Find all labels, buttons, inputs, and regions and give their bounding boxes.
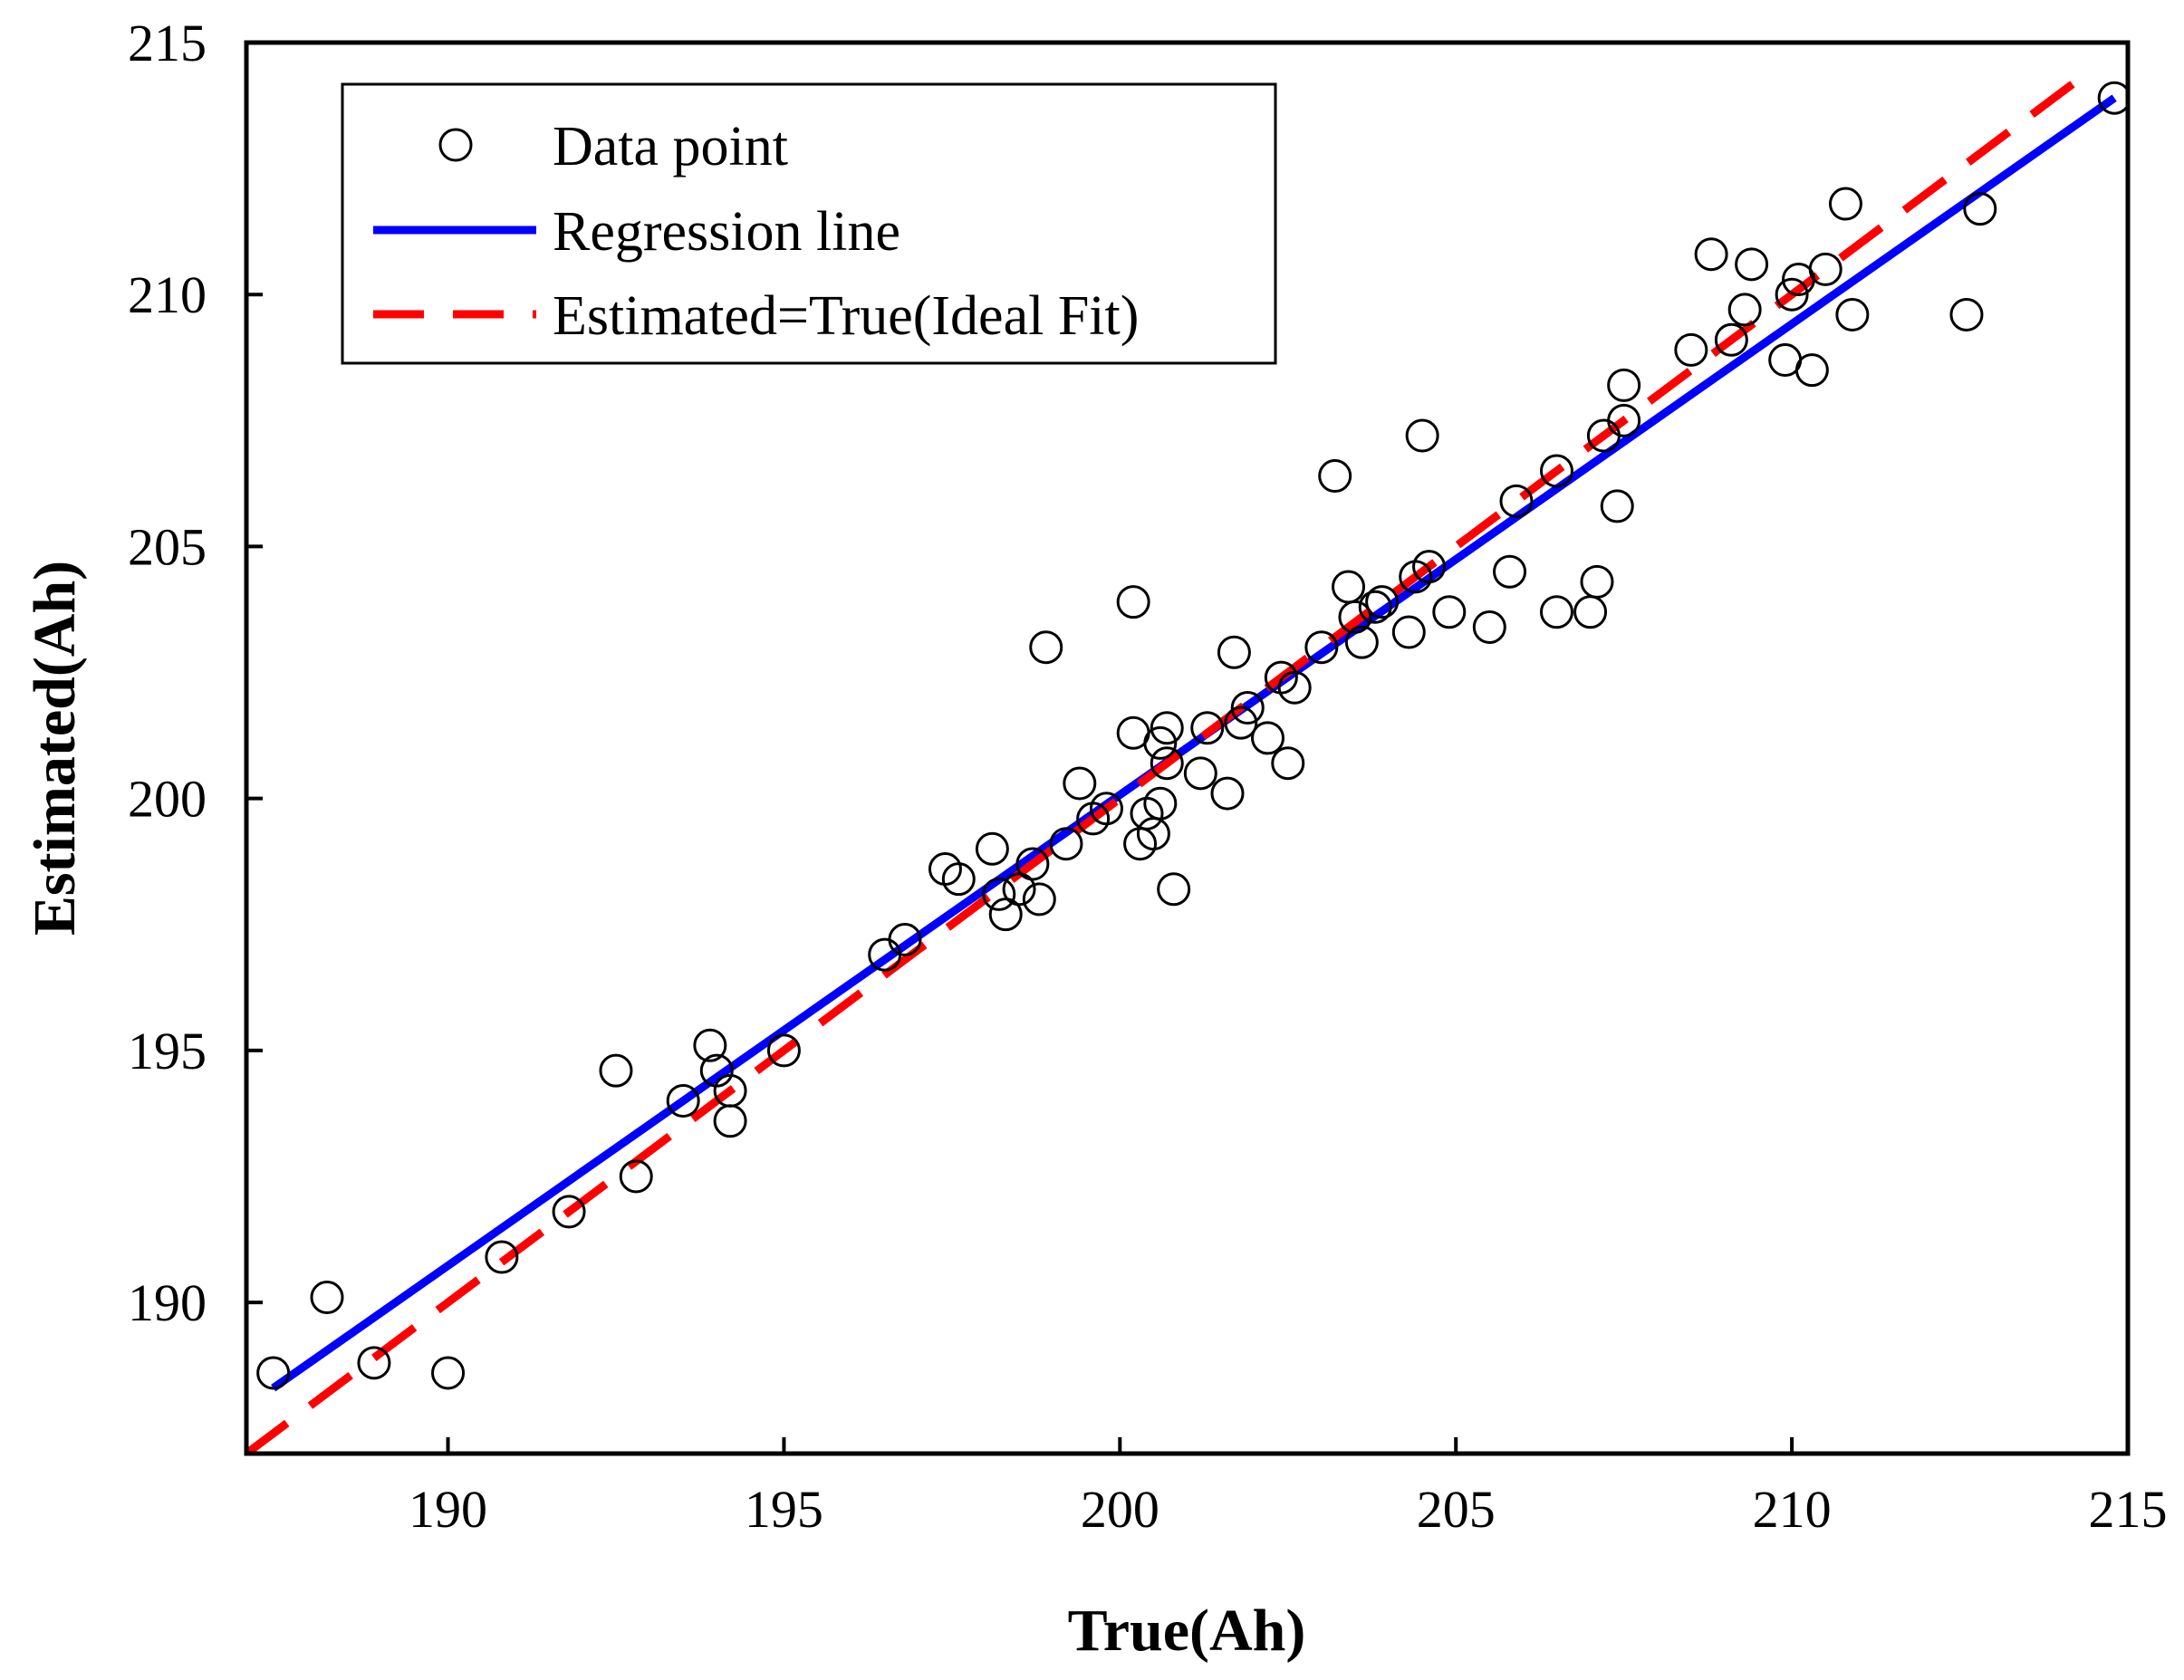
data-point [1472,610,1506,644]
data-point [599,1053,633,1088]
data-point [1539,595,1573,629]
data-point [982,877,1016,911]
data-point [1022,882,1056,917]
data-point [1271,746,1305,781]
data-point [1391,615,1426,649]
data-point [552,1195,586,1229]
data-point [1432,595,1467,629]
data-point [713,1104,747,1138]
data-point [1694,237,1728,272]
data-point [1674,332,1708,367]
y-axis-title: Estimated(Ah) [22,561,88,936]
x-tick-label: 205 [1417,1480,1496,1539]
data-point [941,862,976,897]
data-point [1143,786,1178,821]
y-tick-label: 205 [128,517,207,576]
data-point [1949,297,1984,331]
x-axis-title: True(Ah) [1068,1598,1306,1664]
data-point [1835,297,1870,331]
data-point [1539,454,1573,488]
data-point [1794,353,1829,388]
data-point [1089,792,1123,826]
data-point [1412,550,1447,584]
plot-frame [244,40,2131,1456]
data-point [485,1240,519,1274]
data-point [1190,711,1225,745]
data-point [1063,766,1097,801]
legend-marker-data-point [438,128,473,162]
legend-label-regression: Regression line [553,201,900,263]
data-point [1607,368,1641,402]
data-point [1150,711,1184,745]
legend-label-data-point: Data point [553,116,788,178]
data-point [1714,322,1748,357]
data-point [619,1159,653,1194]
ideal-fit-line [246,79,2077,1454]
data-point [1365,585,1400,619]
data-point [1338,600,1372,634]
data-point [1735,247,1769,282]
regression-line [271,94,2117,1392]
data-point [1277,670,1312,705]
data-point [1344,625,1379,659]
data-point [1775,277,1809,312]
data-point [1828,187,1862,221]
data-point [1217,635,1251,669]
data-point [1150,746,1184,781]
y-tick-label: 210 [128,265,207,324]
data-point [1183,756,1217,791]
data-point [1963,192,1997,226]
data-point [975,831,1009,866]
data-point [1580,564,1614,599]
y-tick-label: 195 [128,1022,207,1080]
data-point [1049,827,1083,861]
data-point [1015,847,1050,881]
data-point [1808,252,1842,286]
y-tick-label: 215 [128,14,207,72]
x-tick-label: 190 [409,1480,487,1539]
data-point [1304,630,1339,665]
data-point [666,1084,700,1118]
y-tick-label: 200 [128,770,207,829]
data-point [888,922,922,956]
data-point [1157,872,1191,907]
legend: Data point Regression line Estimated=Tru… [341,82,1277,365]
data-point [1493,554,1527,589]
data-point [1116,585,1150,619]
data-point [1210,776,1245,811]
data-point [1727,293,1762,327]
x-tick-label: 200 [1081,1480,1159,1539]
x-tick-label: 215 [2089,1480,2168,1539]
data-point [1029,630,1063,665]
data-point [1318,459,1352,494]
data-point [357,1346,391,1380]
data-point [431,1356,466,1390]
data-point [1230,690,1265,725]
data-point [1251,721,1285,755]
x-tick-label: 210 [1753,1480,1832,1539]
data-point [1607,403,1641,437]
data-point [2097,81,2128,115]
data-point [1405,418,1439,453]
data-point [1143,725,1178,760]
data-point [766,1033,801,1068]
x-tick-label: 195 [745,1480,823,1539]
data-point [1358,590,1392,624]
data-point [256,1356,291,1390]
data-point [1499,484,1534,518]
data-point [1224,706,1258,740]
legend-label-ideal-fit: Estimated=True(Ideal Fit) [553,285,1139,347]
y-tick-label: 190 [128,1273,207,1332]
data-point [693,1028,727,1062]
data-point [310,1281,344,1315]
data-point [1600,489,1634,523]
